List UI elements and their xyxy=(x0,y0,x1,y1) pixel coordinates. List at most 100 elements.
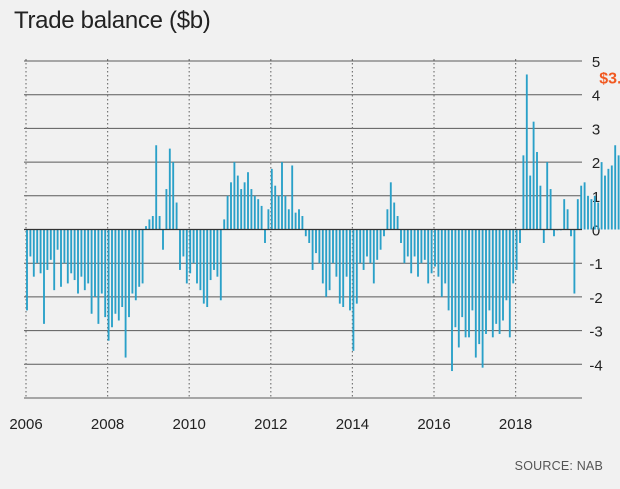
x-tick-label: 2018 xyxy=(499,416,532,433)
bar xyxy=(264,229,266,243)
bar xyxy=(359,229,362,264)
bar xyxy=(549,189,552,230)
bar xyxy=(457,229,460,348)
bar xyxy=(260,205,263,230)
bar xyxy=(87,229,90,284)
bar xyxy=(546,162,549,230)
bar xyxy=(434,229,436,267)
y-tick-label: 2 xyxy=(592,155,600,172)
bar xyxy=(366,229,368,257)
bar xyxy=(328,229,331,291)
x-tick-label: 2016 xyxy=(417,416,450,433)
bar xyxy=(403,229,406,264)
x-tick-label: 2010 xyxy=(173,416,206,433)
bar xyxy=(529,175,532,230)
bar xyxy=(155,145,158,230)
bar xyxy=(128,229,130,318)
bar xyxy=(308,229,311,243)
bar xyxy=(604,175,606,230)
bar xyxy=(243,182,246,230)
bar xyxy=(63,229,66,264)
bar xyxy=(202,229,205,304)
bar xyxy=(488,229,491,311)
bar xyxy=(342,229,345,308)
bar xyxy=(66,229,69,284)
bar xyxy=(70,229,73,274)
bar xyxy=(389,182,392,230)
bar xyxy=(107,229,110,341)
bar xyxy=(111,229,113,328)
bar xyxy=(247,172,249,230)
bar xyxy=(151,216,154,230)
bar xyxy=(138,229,141,287)
bar xyxy=(355,229,358,304)
bar xyxy=(502,229,504,321)
bar xyxy=(172,162,175,230)
bar xyxy=(321,229,324,284)
bar xyxy=(362,229,365,270)
bar xyxy=(134,229,137,301)
bar xyxy=(587,195,589,230)
bar xyxy=(563,199,566,230)
bar xyxy=(304,229,307,237)
bar xyxy=(583,182,586,230)
bar xyxy=(298,209,300,230)
bar xyxy=(593,195,596,230)
bar xyxy=(413,229,416,257)
bar xyxy=(94,229,96,297)
bar xyxy=(277,195,280,230)
bar xyxy=(485,229,487,334)
bar xyxy=(349,229,351,311)
bar xyxy=(257,199,260,230)
bar xyxy=(508,229,511,338)
bar xyxy=(46,229,49,270)
bar xyxy=(481,229,484,368)
bar xyxy=(522,155,525,230)
bar xyxy=(369,229,372,264)
bar xyxy=(386,209,389,230)
bar xyxy=(209,229,212,281)
bar xyxy=(311,229,314,270)
bar xyxy=(158,216,161,230)
bar xyxy=(253,195,256,230)
bar xyxy=(39,229,42,274)
bar xyxy=(97,229,100,324)
bar xyxy=(56,229,59,250)
chart-title: Trade balance ($b) xyxy=(14,7,211,34)
bar xyxy=(185,229,188,284)
bar xyxy=(226,195,229,230)
bar xyxy=(60,229,62,287)
bar xyxy=(199,229,202,291)
bar xyxy=(396,216,399,230)
bar xyxy=(444,229,447,284)
bar xyxy=(515,229,518,270)
x-tick-label: 2008 xyxy=(91,416,124,433)
bar xyxy=(274,185,277,230)
bar xyxy=(400,229,402,243)
source-note: SOURCE: NAB xyxy=(514,459,603,473)
bar xyxy=(80,229,83,277)
bar xyxy=(165,189,168,230)
bar xyxy=(233,162,236,230)
bar xyxy=(90,229,93,314)
bar xyxy=(114,229,117,314)
bar xyxy=(519,229,521,243)
bar xyxy=(379,229,382,250)
bar xyxy=(230,182,232,230)
y-tick-label: -3 xyxy=(589,324,602,341)
bar xyxy=(175,202,178,230)
bar xyxy=(182,229,185,257)
bar xyxy=(213,229,215,270)
bar xyxy=(383,229,385,237)
bar xyxy=(566,209,569,230)
bar xyxy=(206,229,209,308)
y-tick-label: 1 xyxy=(592,189,600,206)
bar xyxy=(539,185,542,230)
bar xyxy=(196,229,198,284)
bar xyxy=(179,229,181,270)
bar xyxy=(192,229,195,264)
bar xyxy=(440,229,443,297)
bar xyxy=(250,189,253,230)
bar xyxy=(148,219,151,230)
